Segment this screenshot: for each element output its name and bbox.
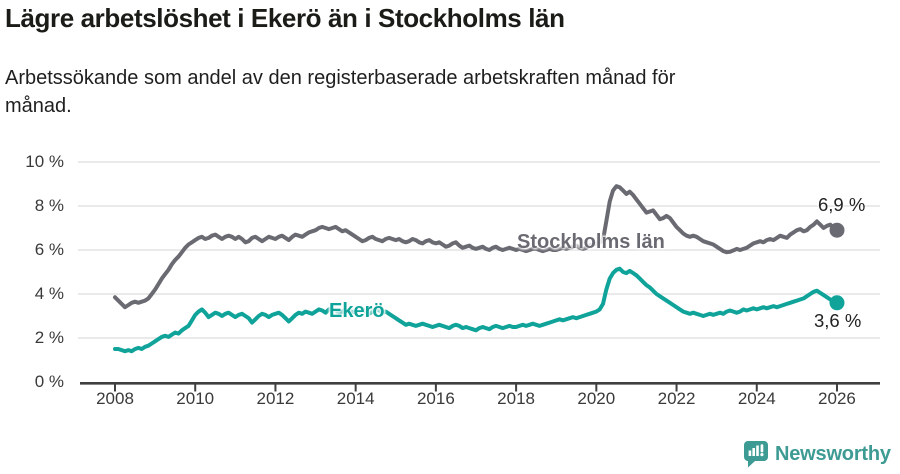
end-value-label-stockholms-lan: 6,9 % <box>818 194 866 215</box>
y-axis-tick-label: 6 % <box>34 240 64 259</box>
series-line-ekero <box>113 266 839 354</box>
x-axis-tick-label: 2022 <box>657 389 696 408</box>
chart-subtitle-line2: månad. <box>5 95 72 117</box>
x-axis-tick-label: 2018 <box>497 389 535 408</box>
series-line-stockholm <box>113 184 839 310</box>
y-axis-tick-label: 2 % <box>34 328 64 347</box>
series-label-stockholms-lan: Stockholms län <box>517 231 665 253</box>
series-label-ekero: Ekerö <box>329 300 385 322</box>
bar-chart-speech-bubble-icon <box>744 441 768 468</box>
x-axis-tick-label: 2008 <box>96 389 134 408</box>
y-axis-tick-label: 4 % <box>34 284 64 303</box>
series-end-dot-stockholm <box>829 222 845 238</box>
y-axis-tick-label: 8 % <box>34 196 64 215</box>
x-axis-tick-label: 2026 <box>818 389 856 408</box>
chart-subtitle-line1: Arbetssökande som andel av den registerb… <box>5 67 676 89</box>
page-title: Lägre arbetslöshet i Ekerö än i Stockhol… <box>5 3 565 33</box>
x-axis-tick-label: 2016 <box>416 389 455 408</box>
x-axis-tick-label: 2024 <box>737 389 776 408</box>
newsworthy-brand[interactable]: Newsworthy <box>744 441 891 468</box>
y-axis-tick-label: 10 % <box>25 152 64 171</box>
end-value-label-ekero: 3,6 % <box>814 310 862 331</box>
x-axis-tick-label: 2010 <box>176 389 215 408</box>
x-axis-tick-label: 2020 <box>577 389 616 408</box>
x-axis-tick-label: 2014 <box>336 389 375 408</box>
x-axis-tick-label: 2012 <box>256 389 295 408</box>
y-axis-tick-label: 0 % <box>34 372 64 391</box>
newsworthy-brand-text: Newsworthy <box>775 443 891 465</box>
series-end-dot-ekero <box>829 295 845 311</box>
